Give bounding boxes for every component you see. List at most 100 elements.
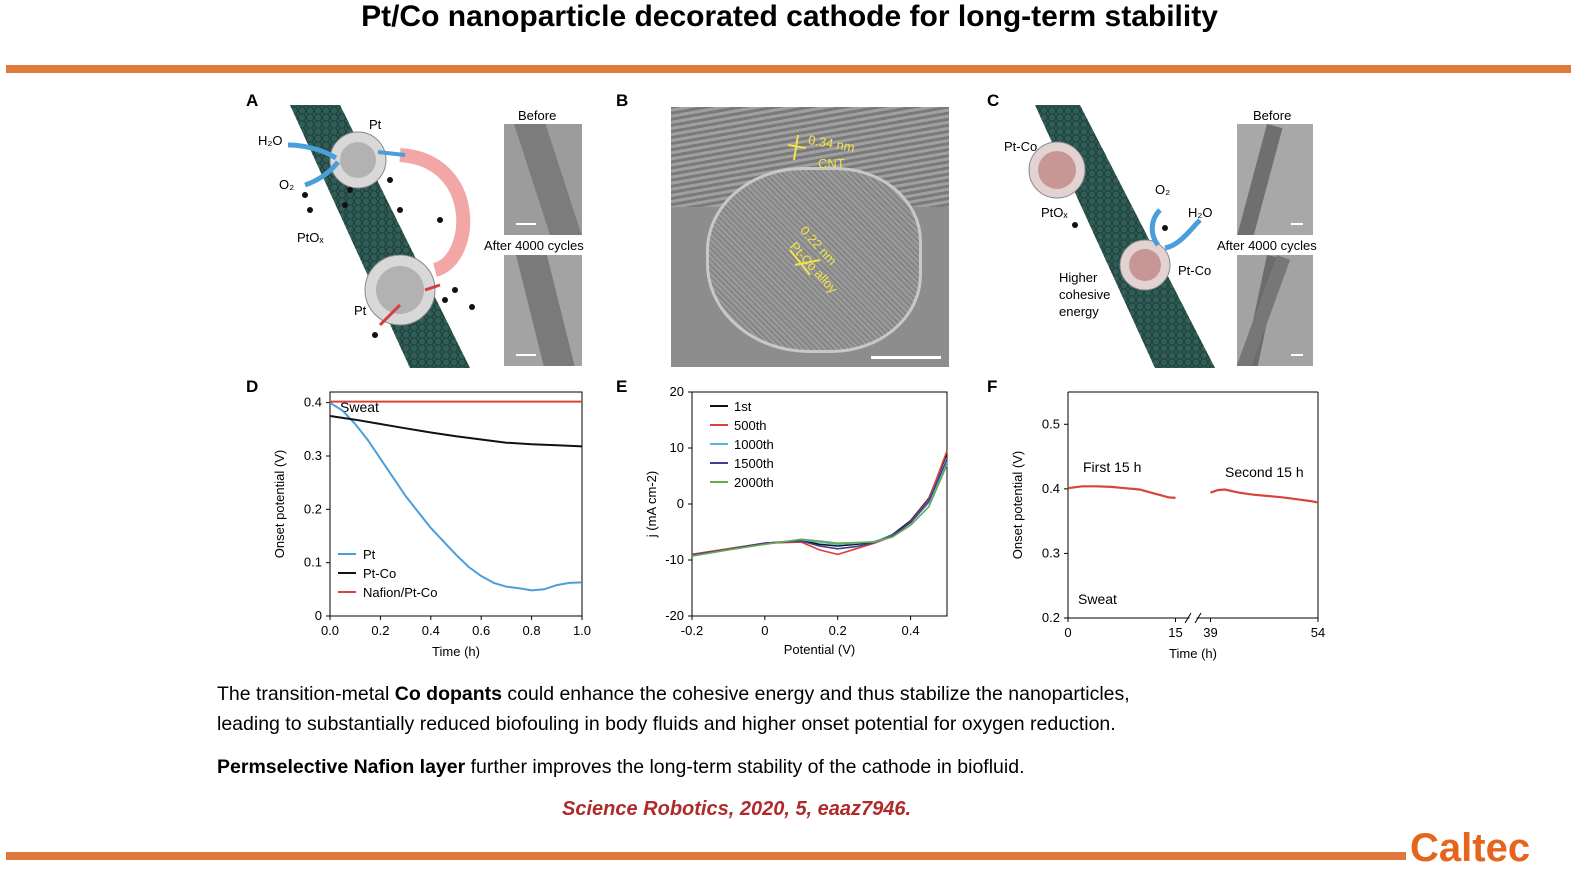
chart-d: 0.0 0.2 0.4 0.6 0.8 1.0 0 0.1 0.2 0.3 0.4 Time (h) O… — [272, 391, 591, 659]
chart-e: -0.2 0 0.2 0.4 -20 -10 0 10 20 Potential (V) j (mA… — [644, 384, 948, 657]
panel-c-before-label: Before — [1253, 108, 1292, 123]
y-tick-label: 0.4 — [304, 395, 322, 410]
legend-label: 2000th — [734, 475, 774, 490]
legend-label: Pt — [363, 547, 376, 562]
ptox-label: PtOₓ — [1041, 205, 1068, 220]
series-line-500th — [691, 450, 948, 556]
line1-post: could enhance the cohesive energy and th… — [502, 683, 1130, 705]
x-tick-label: 1.0 — [573, 623, 591, 638]
x-tick-label: 0.4 — [422, 623, 440, 638]
top-divider — [6, 65, 1571, 73]
panel-b-tem-image — [671, 107, 949, 367]
cnt-label: CNT — [818, 156, 845, 171]
sweat-annotation: Sweat — [340, 399, 379, 415]
legend-label: Nafion/Pt-Co — [363, 585, 437, 600]
ptco-label-top: Pt-Co — [1004, 139, 1038, 154]
plot-frame — [691, 391, 948, 617]
series-line-segment-2 — [1210, 488, 1319, 504]
series-line-segment-1 — [1067, 485, 1176, 499]
sweat-annotation: Sweat — [1078, 591, 1117, 607]
h2o-label: H₂O — [1188, 205, 1213, 220]
x-tick-label: 0.4 — [902, 623, 920, 638]
y-tick-label: 0 — [677, 496, 684, 511]
legend-label: 1500th — [734, 456, 774, 471]
ptox-label: PtOₓ — [297, 230, 324, 245]
y-axis-label: Onset potential (V) — [1010, 451, 1025, 559]
legend-label: 1st — [734, 399, 752, 414]
panel-a-after-micrograph — [504, 255, 582, 366]
panel-c-schematic — [1028, 105, 1215, 368]
series-line-1500th — [691, 458, 948, 556]
x-axis-label: Time (h) — [432, 644, 480, 659]
panel-c-before-micrograph — [1237, 124, 1313, 235]
legend-label: 1000th — [734, 437, 774, 452]
energy-label: energy — [1059, 304, 1099, 319]
panel-f-letter: F — [987, 377, 998, 396]
caltech-logo-text: Caltec — [1410, 826, 1531, 870]
h2o-label: H₂O — [258, 133, 283, 148]
x-tick-label: 39 — [1203, 625, 1217, 640]
panel-a-before-label: Before — [518, 108, 557, 123]
y-tick-label: 0.3 — [304, 448, 322, 463]
x-tick-label: 0.2 — [371, 623, 389, 638]
second-15h-annotation: Second 15 h — [1225, 464, 1304, 480]
y-tick-label: -10 — [665, 552, 684, 567]
x-tick-label: 0.8 — [523, 623, 541, 638]
nanoparticle-outline — [706, 167, 922, 353]
y-axis-label: j (mA cm-2) — [644, 471, 659, 538]
o2-label: O₂ — [279, 177, 295, 192]
pt-label-bottom: Pt — [354, 303, 367, 318]
y-axis-label: Onset potential (V) — [272, 450, 287, 558]
paragraph-line-1: The transition-metal Co dopants could en… — [217, 683, 1377, 706]
y-tick-label: 20 — [670, 384, 684, 399]
h2o-arrow — [287, 142, 338, 161]
o2-arrow — [304, 160, 340, 188]
y-tick-label: 0.4 — [1042, 481, 1060, 496]
x-tick-label: 0.6 — [472, 623, 490, 638]
y-tick-label: 0.2 — [304, 501, 322, 516]
cohesive-label: cohesive — [1059, 287, 1111, 302]
legend-label: 500th — [734, 418, 767, 433]
ptco-label-bottom: Pt-Co — [1178, 263, 1212, 278]
o2-label: O₂ — [1155, 182, 1171, 197]
series-line-1st — [691, 453, 948, 556]
series-line-pt — [329, 401, 583, 592]
x-tick-label: 0.2 — [829, 623, 847, 638]
o2-arrow — [1149, 208, 1162, 247]
lattice-markers — [787, 134, 821, 276]
slide-title: Pt/Co nanoparticle decorated cathode for… — [361, 0, 1218, 33]
series-line-pt-co — [329, 415, 583, 448]
bottom-divider — [6, 852, 1406, 860]
panel-c-letter: C — [987, 91, 1000, 110]
y-tick-label: 0.1 — [304, 555, 322, 570]
pt-label-top: Pt — [369, 117, 382, 132]
x-tick-label: 0.0 — [321, 623, 339, 638]
panel-d-letter: D — [246, 377, 259, 396]
h2o-arrow — [1164, 218, 1202, 251]
line1-pre: The transition-metal — [217, 683, 395, 705]
panel-e-letter: E — [616, 377, 628, 396]
panel-a-schematic — [287, 105, 475, 368]
paragraph-line-3: Permselective Nafion layer further impro… — [217, 756, 1377, 779]
x-tick-label: 0 — [1064, 625, 1071, 640]
x-axis-label: Potential (V) — [784, 642, 856, 657]
axis-break-mark — [1184, 612, 1192, 624]
nafion-bold: Permselective Nafion layer — [217, 756, 466, 778]
y-tick-label: 0.5 — [1042, 416, 1060, 431]
y-tick-label: 0.3 — [1042, 545, 1060, 560]
panel-a-before-micrograph — [504, 124, 582, 235]
panel-a-after-label: After 4000 cycles — [484, 238, 584, 253]
paragraph-line-2: leading to substantially reduced biofoul… — [217, 713, 1116, 735]
axis-break-mark — [1194, 612, 1202, 624]
line3-post: further improves the long-term stability… — [465, 756, 1025, 778]
chart-f: 0 15 39 54 0.2 0.3 0.4 0.5 Time (h) Onset potenti… — [1010, 391, 1325, 661]
x-tick-label: -0.2 — [681, 623, 703, 638]
panel-c-after-micrograph — [1237, 255, 1313, 366]
co-dopants-bold: Co dopants — [394, 683, 502, 705]
plot-frame — [329, 391, 583, 617]
series-line-2000th — [691, 464, 948, 557]
y-tick-label: -20 — [665, 608, 684, 623]
panel-a-letter: A — [246, 91, 259, 110]
y-tick-label: 0 — [315, 608, 322, 623]
x-axis-label: Time (h) — [1169, 646, 1217, 661]
